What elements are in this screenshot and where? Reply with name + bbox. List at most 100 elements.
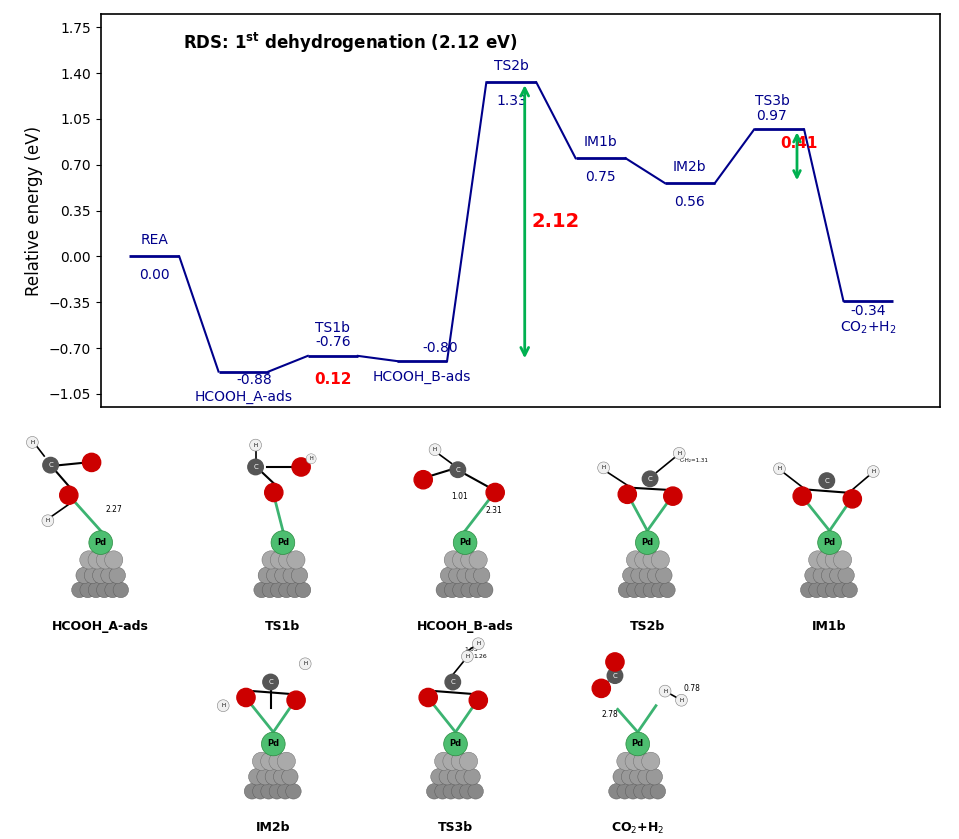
Circle shape [675, 695, 688, 706]
Circle shape [474, 567, 490, 584]
Circle shape [261, 784, 276, 799]
Text: C: C [825, 477, 830, 483]
Circle shape [639, 567, 656, 584]
Text: 0.41: 0.41 [780, 136, 817, 151]
Circle shape [461, 650, 474, 663]
Circle shape [842, 582, 857, 597]
Text: H: H [465, 654, 470, 659]
Circle shape [813, 567, 830, 584]
Circle shape [254, 582, 269, 597]
Circle shape [460, 550, 479, 569]
Circle shape [42, 515, 54, 527]
Circle shape [434, 784, 450, 799]
Text: 0.00: 0.00 [139, 268, 170, 282]
Text: H: H [871, 469, 876, 474]
Circle shape [818, 531, 841, 555]
Circle shape [269, 752, 287, 770]
Circle shape [622, 567, 639, 584]
Text: TS2b: TS2b [494, 60, 528, 73]
Circle shape [651, 550, 669, 569]
Circle shape [287, 550, 305, 569]
Text: Pd: Pd [642, 538, 653, 547]
Text: -0.76: -0.76 [315, 336, 351, 349]
Circle shape [833, 582, 849, 597]
Circle shape [660, 582, 675, 597]
Circle shape [88, 582, 104, 597]
Circle shape [443, 752, 461, 770]
Circle shape [419, 688, 437, 706]
Text: 0.56: 0.56 [674, 195, 705, 209]
Circle shape [89, 531, 112, 555]
Text: H: H [309, 456, 313, 461]
Circle shape [43, 457, 58, 473]
Circle shape [263, 675, 278, 690]
Circle shape [84, 567, 101, 584]
Text: 1.33: 1.33 [496, 94, 526, 108]
Circle shape [642, 784, 657, 799]
Circle shape [459, 784, 475, 799]
Circle shape [265, 483, 283, 502]
Circle shape [664, 487, 682, 505]
Circle shape [299, 658, 311, 670]
Circle shape [245, 784, 260, 799]
Text: IM2b: IM2b [256, 821, 291, 835]
Circle shape [636, 531, 659, 555]
Circle shape [634, 784, 649, 799]
Text: HCOOH_B-ads: HCOOH_B-ads [373, 370, 471, 384]
Circle shape [826, 582, 841, 597]
Text: H: H [253, 443, 258, 448]
Circle shape [454, 531, 477, 555]
Circle shape [257, 769, 273, 785]
Text: TS3b: TS3b [755, 95, 789, 108]
Text: H: H [677, 451, 681, 456]
Circle shape [287, 582, 302, 597]
Circle shape [444, 582, 459, 597]
Circle shape [478, 582, 493, 597]
Circle shape [434, 752, 453, 770]
Circle shape [436, 582, 452, 597]
Circle shape [456, 567, 474, 584]
Circle shape [626, 550, 644, 569]
Text: 1.01: 1.01 [452, 492, 468, 501]
Circle shape [619, 485, 637, 503]
Circle shape [96, 550, 114, 569]
Circle shape [659, 685, 671, 697]
Circle shape [468, 784, 483, 799]
Circle shape [262, 732, 285, 756]
Circle shape [609, 784, 624, 799]
Circle shape [252, 784, 268, 799]
Circle shape [277, 784, 292, 799]
Text: Pd: Pd [268, 739, 279, 748]
Text: Pd: Pd [95, 538, 106, 547]
Circle shape [59, 486, 78, 504]
Circle shape [613, 769, 629, 785]
Circle shape [287, 691, 305, 709]
Text: H: H [679, 698, 684, 703]
Text: 2.31: 2.31 [485, 507, 502, 515]
Circle shape [451, 752, 469, 770]
Circle shape [625, 752, 643, 770]
Text: -0.80: -0.80 [422, 341, 457, 355]
Circle shape [218, 700, 229, 711]
Circle shape [440, 567, 456, 584]
Text: C: C [451, 679, 456, 685]
Text: C-H₂=1.31: C-H₂=1.31 [680, 458, 709, 463]
Circle shape [270, 582, 286, 597]
Text: CO$_2$+H$_2$: CO$_2$+H$_2$ [840, 319, 897, 336]
Circle shape [867, 466, 879, 477]
Circle shape [459, 752, 478, 770]
Circle shape [469, 691, 487, 709]
Text: HCOOH_A-ads: HCOOH_A-ads [52, 620, 150, 633]
Circle shape [643, 471, 658, 487]
Text: 1.26: 1.26 [474, 654, 487, 659]
Circle shape [82, 453, 101, 472]
Circle shape [817, 582, 832, 597]
Circle shape [306, 454, 316, 464]
Circle shape [80, 550, 98, 569]
Circle shape [830, 567, 846, 584]
Text: IM2b: IM2b [673, 160, 707, 174]
Circle shape [843, 490, 861, 508]
Circle shape [444, 732, 467, 756]
Text: C: C [613, 673, 618, 679]
Circle shape [651, 582, 667, 597]
